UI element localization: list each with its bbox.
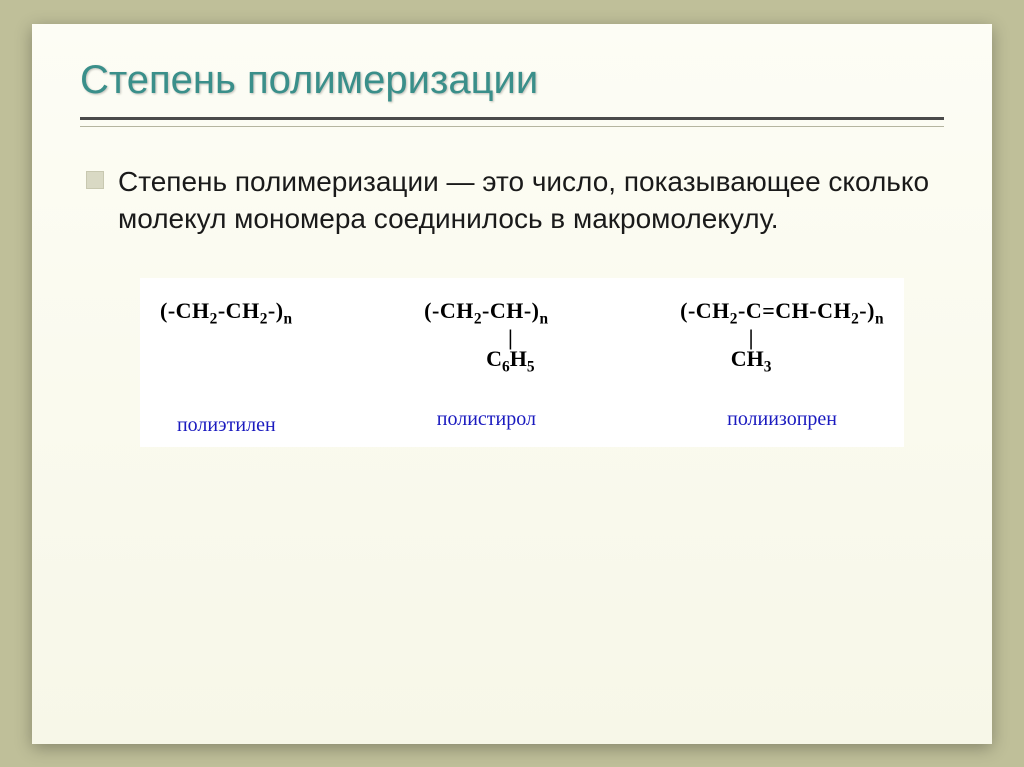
title-underline-thin <box>80 126 944 127</box>
slide: Степень полимеризации Степень полимериза… <box>32 24 992 744</box>
bullet-item: Степень полимеризации — это число, показ… <box>86 163 944 239</box>
formula-polyisoprene: (-CH2-C=CH-CH2-)n | CH3 полиизопрен <box>680 298 884 431</box>
slide-title: Степень полимеризации <box>80 58 944 103</box>
formula-name: полиизопрен <box>727 408 837 431</box>
title-underline <box>80 117 944 120</box>
formula-substituent: CH3 <box>731 346 772 376</box>
formula-name: полиэтилен <box>177 414 276 437</box>
bond-line: | <box>749 330 754 345</box>
formula-line: (-CH2-CH-)n <box>424 298 548 328</box>
formulas-panel: (-CH2-CH2-)n полиэтилен (-CH2-CH-)n | C6… <box>140 278 904 447</box>
bullet-square-icon <box>86 171 104 189</box>
formula-substituent: C6H5 <box>486 346 534 376</box>
formula-name: полистирол <box>437 408 536 431</box>
formula-polyethylene: (-CH2-CH2-)n полиэтилен <box>160 298 293 437</box>
bullet-text: Степень полимеризации — это число, показ… <box>118 163 944 239</box>
formula-line: (-CH2-CH2-)n <box>160 298 293 328</box>
formula-polystyrene: (-CH2-CH-)n | C6H5 полистирол <box>424 298 548 431</box>
formula-line: (-CH2-C=CH-CH2-)n <box>680 298 884 328</box>
bond-line: | <box>508 330 513 345</box>
